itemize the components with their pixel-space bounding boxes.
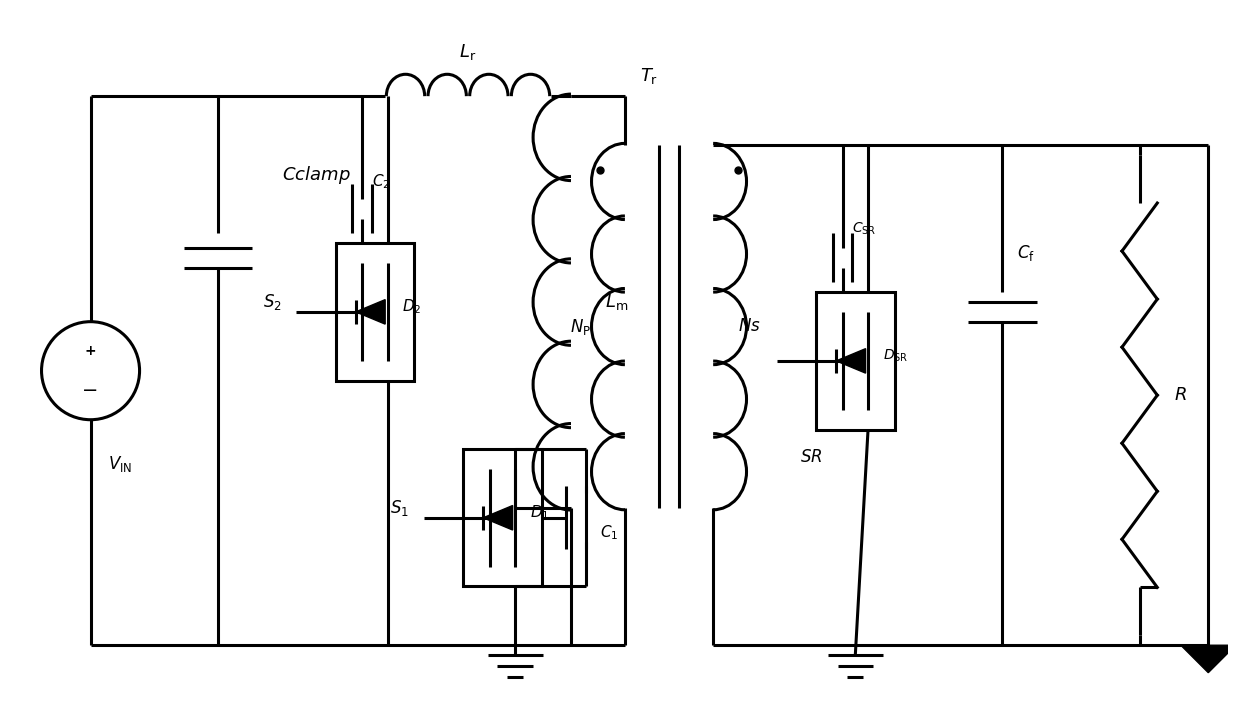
Text: $R$: $R$	[1174, 386, 1187, 405]
Polygon shape	[1180, 645, 1236, 673]
Text: $S_2$: $S_2$	[263, 292, 281, 312]
Text: $L_{\rm r}$: $L_{\rm r}$	[459, 42, 476, 62]
Bar	[463, 449, 542, 587]
Text: $C_2$: $C_2$	[372, 172, 391, 191]
Text: $N_{\rm P}$: $N_{\rm P}$	[569, 316, 590, 336]
Text: $C_{\rm SR}$: $C_{\rm SR}$	[852, 220, 877, 237]
Text: $D_{\rm SR}$: $D_{\rm SR}$	[883, 348, 908, 364]
Text: $Cclamp$: $Cclamp$	[281, 164, 351, 186]
Polygon shape	[484, 506, 512, 530]
Bar	[336, 243, 414, 380]
Text: $SR$: $SR$	[800, 449, 822, 466]
Text: $D_1$: $D_1$	[529, 503, 549, 522]
Text: $L_{\rm m}$: $L_{\rm m}$	[605, 292, 629, 312]
Polygon shape	[356, 299, 386, 324]
Text: +: +	[84, 344, 97, 358]
Text: $V_{\rm IN}$: $V_{\rm IN}$	[108, 454, 133, 474]
Text: $C_1$: $C_1$	[600, 523, 619, 542]
Text: $T_{\rm r}$: $T_{\rm r}$	[640, 66, 658, 86]
Polygon shape	[836, 348, 866, 373]
Text: $D_2$: $D_2$	[402, 298, 422, 316]
Bar	[816, 292, 894, 429]
Text: $S_1$: $S_1$	[391, 498, 409, 518]
Text: $Ns$: $Ns$	[738, 318, 760, 335]
Text: $C_{\rm f}$: $C_{\rm f}$	[1017, 243, 1035, 263]
Text: −: −	[82, 381, 99, 400]
